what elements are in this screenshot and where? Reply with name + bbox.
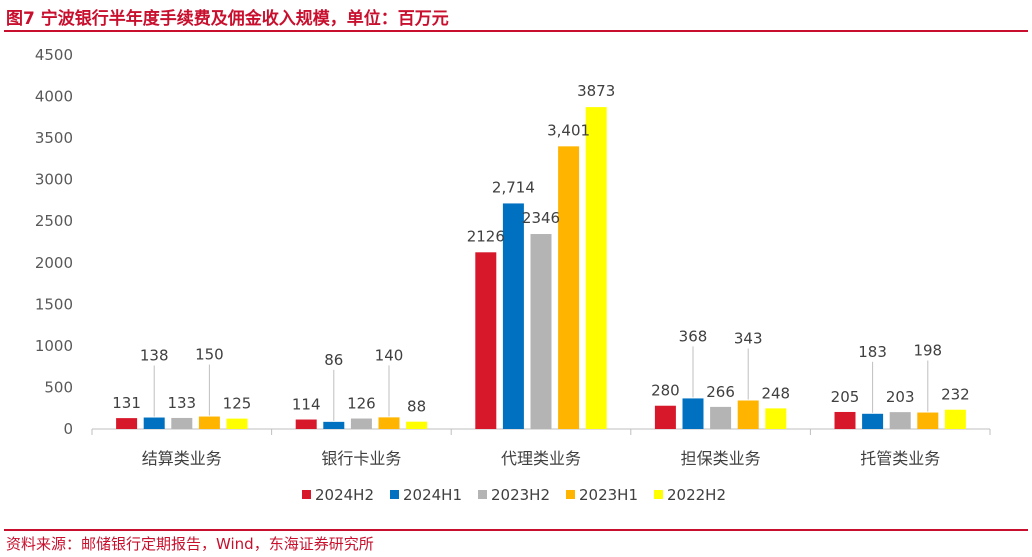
bar [944,409,966,429]
data-label: 150 [195,346,224,364]
bar [737,400,759,429]
bar [530,234,552,429]
x-category-label: 托管类业务 [860,449,940,468]
y-tick-label: 1000 [35,337,73,355]
legend-label: 2022H2 [667,486,726,504]
bar [834,411,856,429]
x-category-label: 银行卡业务 [321,449,401,468]
bar-chart: 0 500 1000 1500 2000 2500 3000 3500 4000 4500 结算类业… [35,46,991,504]
title-divider [4,30,1028,32]
bar [350,418,372,429]
legend-swatch [566,490,575,499]
legend-swatch [390,490,399,499]
data-label: 203 [886,388,915,406]
bar [654,405,676,429]
bar [862,413,884,429]
bar [378,417,400,429]
bar [475,252,497,429]
data-label: 198 [913,342,942,360]
x-category-label: 代理类业务 [501,449,581,468]
y-tick-label: 2500 [35,212,73,230]
bar [323,421,345,429]
data-label: 126 [347,395,376,413]
legend-swatch [478,490,487,499]
y-tick-label: 500 [44,378,73,396]
bar [765,408,787,429]
y-tick-label: 3500 [35,129,73,147]
data-label: 114 [292,396,321,414]
bar [889,412,911,429]
bar [171,417,193,429]
data-label: 2346 [522,209,560,227]
y-tick-label: 0 [63,420,73,438]
data-label: 3873 [577,82,615,100]
bar [917,412,939,429]
data-label: 266 [706,383,735,401]
legend-label: 2023H1 [579,486,638,504]
source-note: 资料来源：邮储银行定期报告，Wind，东海证券研究所 [6,535,374,553]
bar [198,416,220,429]
footer-divider [4,529,1028,531]
data-label: 138 [140,347,169,365]
y-tick-label: 4000 [35,88,73,106]
y-tick-label: 2000 [35,254,73,272]
bar [585,107,607,430]
data-label: 125 [223,395,252,413]
data-label: 2126 [467,227,505,245]
data-label: 88 [407,398,426,416]
bar [710,406,732,429]
y-tick-label: 1500 [35,295,73,313]
bar [558,146,580,429]
data-label: 248 [761,384,790,402]
legend-label: 2024H1 [403,486,462,504]
data-labels: 131 138 133 150 125 114 86 126 140 88 2126 2,714 234… [112,82,970,421]
legend-label: 2024H2 [315,486,374,504]
data-label: 140 [375,346,404,364]
data-label: 368 [679,327,708,345]
data-label: 343 [734,329,763,347]
data-label: 131 [112,394,141,412]
data-label: 183 [858,343,887,361]
y-tick-label: 3000 [35,171,73,189]
x-category-label: 结算类业务 [142,449,222,468]
y-tick-label: 4500 [35,46,73,64]
bar [502,203,524,429]
bar [143,417,165,429]
bars [116,107,966,430]
data-label: 86 [324,351,343,369]
x-category-label: 担保类业务 [681,449,761,468]
legend: 2024H2 2024H1 2023H2 2023H1 2022H2 [302,486,726,504]
bar [682,398,704,429]
legend-swatch [654,490,663,499]
bar [406,421,428,429]
data-label: 2,714 [492,178,535,196]
bar [226,418,248,429]
data-label: 232 [941,386,970,404]
figure-title: 图7 宁波银行半年度手续费及佣金收入规模，单位：百万元 [6,9,449,29]
bar [116,418,138,429]
legend-label: 2023H2 [491,486,550,504]
data-label: 133 [167,394,196,412]
bar [295,419,317,429]
data-label: 280 [651,382,680,400]
data-label: 3,401 [547,121,590,139]
legend-swatch [302,490,311,499]
data-label: 205 [831,388,860,406]
